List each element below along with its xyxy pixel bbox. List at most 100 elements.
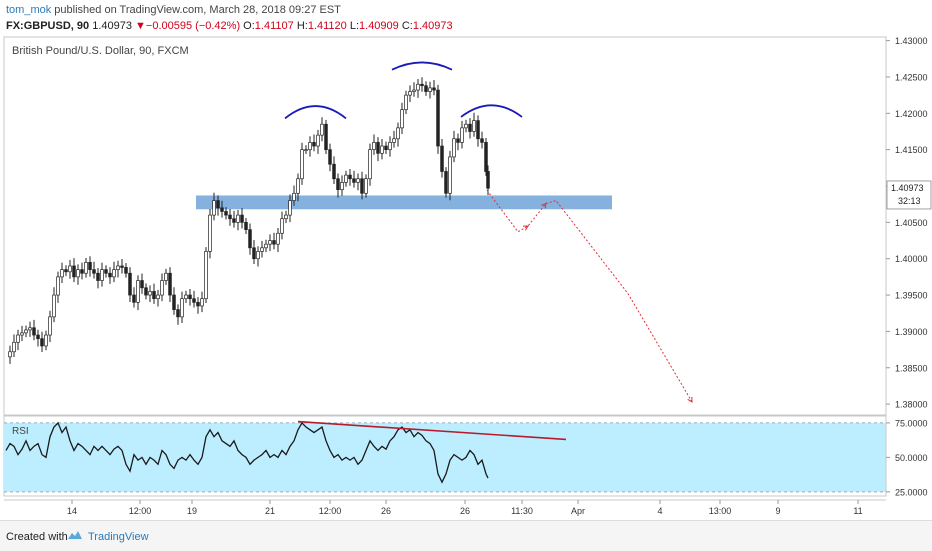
time-tick-label: 11:30 <box>511 506 533 516</box>
candle-body <box>64 269 68 273</box>
candle-body <box>236 214 240 223</box>
candle-body <box>448 156 452 194</box>
price-axis: 1.430001.425001.420001.415001.410001.405… <box>886 36 928 410</box>
candle-body <box>312 142 316 147</box>
projection-line <box>486 190 693 403</box>
candle-body <box>204 251 208 300</box>
candle-body <box>136 280 140 303</box>
price-tick-label: 1.39500 <box>895 291 928 301</box>
candle-body <box>360 178 364 194</box>
candle-body <box>440 145 444 172</box>
candle-body <box>144 287 148 296</box>
candle-body <box>112 269 116 278</box>
candle-body <box>280 218 284 234</box>
time-tick-label: 4 <box>657 506 662 516</box>
time-tick-label: 11 <box>853 506 862 516</box>
candle-body <box>156 294 160 300</box>
candle-body <box>44 334 48 347</box>
candle-body <box>308 142 312 151</box>
candle-body <box>36 334 40 340</box>
candle-body <box>52 294 56 318</box>
candle-body <box>96 272 100 281</box>
candle-body <box>184 294 188 300</box>
symbol-label: FX:GBPUSD, 90 <box>6 20 90 32</box>
candle-body <box>412 89 416 92</box>
candle-body <box>276 232 280 245</box>
price-tick-label: 1.43000 <box>895 36 928 46</box>
candle-body <box>28 327 32 331</box>
candle-body <box>212 200 216 216</box>
candle-body <box>168 272 172 296</box>
candle-body <box>400 109 404 129</box>
shoulder-arc <box>460 104 523 118</box>
candle-body <box>380 145 384 154</box>
publish-info: tom_mok published on TradingView.com, Ma… <box>6 4 341 16</box>
candle-body <box>268 240 272 245</box>
candle-body <box>172 294 176 310</box>
candle-body <box>192 298 196 303</box>
rsi-tick-label: 75.0000 <box>895 418 928 428</box>
projection-arrowhead <box>541 202 547 209</box>
candle-body <box>108 272 112 278</box>
rsi-line <box>5 421 489 484</box>
candle-body <box>188 294 192 300</box>
candle-body <box>128 272 132 296</box>
candle-body <box>92 269 96 274</box>
candle-body <box>56 276 60 296</box>
candle-body <box>8 351 12 358</box>
candle-body <box>140 280 144 289</box>
candle-body <box>72 265 76 278</box>
candle-body <box>368 149 372 180</box>
candle-body <box>16 334 20 343</box>
candle-body <box>176 309 180 318</box>
candle-body <box>32 327 36 336</box>
candle-body <box>460 127 464 143</box>
candle-body <box>228 214 232 220</box>
candle-body <box>252 247 256 260</box>
candle-body <box>288 200 292 216</box>
candle-body <box>332 163 336 180</box>
candle-body <box>248 229 252 249</box>
price-chart[interactable]: British Pound/U.S. Dollar, 90, FXCM RSI … <box>0 0 932 520</box>
time-axis: 14 12:00 19 21 12:00 26 26 11:30 Apr 4 13:00 9 11 <box>67 500 863 516</box>
main-pane-frame <box>3 36 887 416</box>
footer-bar: Created with TradingView <box>0 520 932 551</box>
time-tick-label: 13:00 <box>709 506 732 516</box>
candle-body <box>464 123 468 129</box>
candle-body <box>220 207 224 212</box>
candle-body <box>76 269 80 278</box>
candle-body <box>486 171 490 189</box>
candle-body <box>364 178 368 194</box>
low-value: 1.40909 <box>359 20 399 32</box>
rsi-tick-label: 50.0000 <box>895 453 928 463</box>
candle-body <box>104 269 108 274</box>
rsi-tick-label: 25.0000 <box>895 487 928 497</box>
candle-body <box>304 149 308 152</box>
author-link[interactable]: tom_mok <box>6 4 52 16</box>
time-tick-label: 12:00 <box>129 506 152 516</box>
change-down-icon: ▼ <box>135 20 146 32</box>
candle-body <box>452 138 456 158</box>
candle-body <box>240 214 244 223</box>
candle-body <box>40 338 44 347</box>
chart-title: British Pound/U.S. Dollar, 90, FXCM <box>12 45 189 57</box>
candle-body <box>48 316 52 336</box>
price-tick-label: 1.38500 <box>895 363 928 373</box>
low-label: L: <box>349 20 360 32</box>
candle-body <box>324 123 328 151</box>
candle-body <box>320 123 324 136</box>
time-tick-label: 26 <box>460 506 470 516</box>
candlestick-series <box>8 77 490 364</box>
rsi-divergence-line <box>297 420 567 441</box>
time-tick-label: 9 <box>775 506 780 516</box>
candle-body <box>284 214 288 220</box>
candle-body <box>200 298 204 307</box>
candle-body <box>396 127 400 140</box>
tradingview-brand[interactable]: TradingView <box>88 531 149 543</box>
candle-body <box>180 298 184 318</box>
candle-body <box>132 294 136 303</box>
candle-body <box>60 269 64 278</box>
candle-body <box>292 192 296 201</box>
candle-body <box>432 87 436 91</box>
candle-body <box>208 214 212 252</box>
